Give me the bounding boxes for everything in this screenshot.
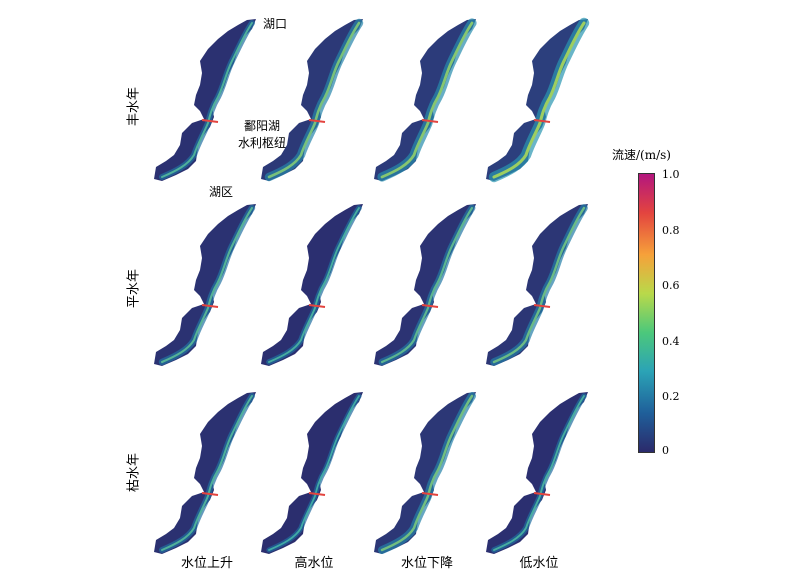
main-channel: [380, 21, 474, 179]
hub-dam-line: [533, 119, 551, 123]
hub-dam-line: [421, 304, 439, 308]
main-channel: [267, 21, 361, 179]
colorbar-tick-0-8: 0.8: [662, 224, 680, 237]
lake-map-high-rising: [154, 19, 256, 181]
colorbar: [638, 173, 655, 453]
main-channel: [380, 394, 474, 552]
col-label-high: 高水位: [294, 556, 334, 571]
hub-dam-line: [533, 492, 551, 496]
annotation-lake-area: 湖区: [209, 185, 234, 199]
hub-dam-line: [308, 304, 326, 308]
hub-dam-line: [201, 492, 219, 496]
col-label-falling: 水位下降: [400, 556, 453, 571]
row-label-dry-flow: 枯水年: [126, 453, 142, 493]
lake-map-dry-falling: [374, 392, 476, 554]
annotation-lake-mouth: 湖口: [263, 17, 288, 31]
lake-map-normal-high: [261, 204, 363, 366]
colorbar-tick-1-0: 1.0: [662, 168, 680, 181]
col-label-low: 低水位: [519, 556, 559, 571]
main-channel: [268, 207, 360, 363]
hub-dam-line: [201, 304, 219, 308]
lake-map-dry-high: [261, 392, 363, 554]
colorbar-tick-0: 0: [662, 444, 669, 457]
lake-map-high-falling: [374, 18, 477, 182]
lake-map-high-high: [261, 18, 364, 182]
main-channel: [268, 395, 360, 551]
annotation-hub-line2: 水利枢纽: [238, 136, 287, 150]
lake-map-normal-low: [486, 204, 588, 366]
hub-dam-line: [533, 304, 551, 308]
main-channel: [493, 395, 585, 551]
hub-dam-line: [421, 492, 439, 496]
lake-map-dry-low: [486, 392, 588, 554]
hub-dam-line: [201, 119, 219, 123]
main-channel: [161, 22, 253, 178]
hub-dam-line: [308, 119, 326, 123]
main-channel: [492, 206, 586, 364]
main-channel: [380, 206, 474, 364]
colorbar-tick-0-2: 0.2: [662, 390, 680, 403]
main-channel: [161, 395, 253, 551]
main-channel: [160, 206, 254, 364]
hub-dam-line: [421, 119, 439, 123]
lake-map-normal-rising: [154, 204, 256, 366]
colorbar-title: 流速/(m/s): [612, 148, 671, 162]
annotation-hub-line1: 鄱阳湖: [244, 119, 281, 133]
colorbar-tick-0-6: 0.6: [662, 279, 680, 292]
lake-map-dry-rising: [154, 392, 256, 554]
col-label-rising: 水位上升: [180, 556, 233, 571]
row-label-high-flow: 丰水年: [126, 87, 142, 127]
hub-dam-line: [308, 492, 326, 496]
lake-map-high-low: [486, 17, 590, 183]
colorbar-tick-0-4: 0.4: [662, 335, 680, 348]
main-channel: [492, 21, 586, 179]
lake-map-normal-falling: [374, 204, 476, 366]
row-label-normal-flow: 平水年: [126, 269, 142, 309]
